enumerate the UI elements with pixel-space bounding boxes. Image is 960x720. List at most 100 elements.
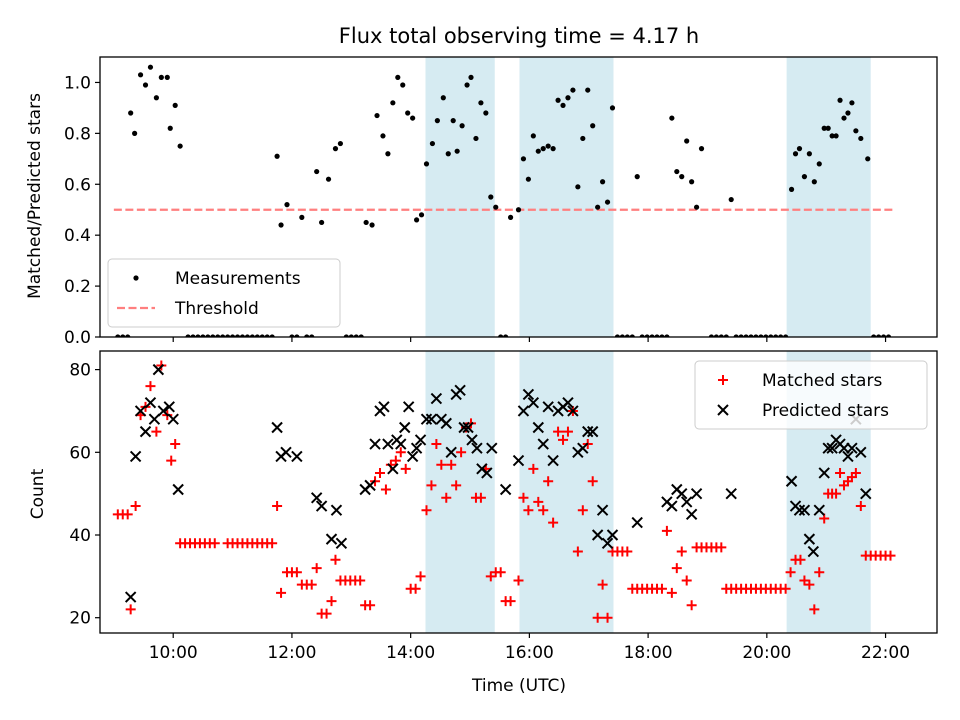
predicted-star-point <box>369 438 381 450</box>
measurement-point <box>796 146 803 152</box>
predicted-star-point <box>826 442 838 454</box>
predicted-star-point <box>152 363 165 376</box>
measurement-point <box>698 146 705 152</box>
measurement-point <box>374 112 380 119</box>
predicted-star-point <box>537 438 549 450</box>
predicted-star-point <box>364 479 376 492</box>
measurement-point <box>590 123 596 129</box>
predicted-star-point <box>172 483 184 496</box>
measurement-point <box>555 97 561 103</box>
matched-star-point <box>716 542 727 553</box>
measurement-point <box>390 100 396 106</box>
measurement-point <box>806 151 812 157</box>
y-tick-label: 1.0 <box>64 73 91 93</box>
measurement-point <box>274 153 280 159</box>
matched-star-point <box>426 480 437 491</box>
predicted-star-point <box>532 421 544 434</box>
matched-star-point <box>441 492 452 503</box>
matched-star-point <box>400 463 411 474</box>
measurement-point <box>565 95 571 101</box>
predicted-star-point <box>134 405 147 417</box>
measurement-point <box>816 161 822 167</box>
matched-star-point <box>291 567 302 578</box>
measurement-point <box>865 156 871 162</box>
predicted-star-point <box>466 434 478 446</box>
matched-star-point <box>436 459 447 470</box>
predicted-star-point <box>855 446 867 459</box>
measurement-point <box>325 176 332 182</box>
predicted-star-point <box>680 496 693 508</box>
measurement-point <box>507 214 514 220</box>
measurement-point <box>833 133 839 139</box>
predicted-star-point <box>399 421 411 434</box>
predicted-star-point <box>315 500 328 512</box>
matched-star-point <box>209 538 220 549</box>
matched-star-point <box>122 509 133 520</box>
predicted-star-point <box>382 438 394 450</box>
y-tick-label: 40 <box>69 526 91 546</box>
predicted-star-point <box>596 504 609 516</box>
measurement-point <box>278 222 284 228</box>
matched-star-point <box>528 463 539 474</box>
predicted-star-point <box>813 504 825 516</box>
shaded-interval <box>786 57 871 337</box>
predicted-star-point <box>420 413 433 425</box>
predicted-star-point <box>454 384 466 396</box>
matched-star-point <box>835 467 846 478</box>
predicted-star-point <box>685 508 698 521</box>
matched-star-point <box>885 550 896 561</box>
measurement-point <box>450 118 456 124</box>
measurement-point <box>858 135 864 142</box>
matched-star-point <box>518 492 529 503</box>
markers <box>112 360 896 623</box>
matched-star-point <box>666 587 677 598</box>
legend-box <box>694 360 928 430</box>
matched-star-point <box>330 554 341 565</box>
predicted-star-point <box>430 392 443 405</box>
measurement-point <box>440 95 446 101</box>
matched-star-point <box>475 492 486 503</box>
predicted-star-point <box>547 454 559 467</box>
predicted-star-point <box>291 450 303 463</box>
shaded-interval <box>519 57 614 337</box>
measurement-point <box>829 133 835 139</box>
matched-star-point <box>421 505 432 516</box>
measurement-point <box>473 135 479 142</box>
predicted-star-point <box>517 405 530 417</box>
matched-star-point <box>553 426 564 437</box>
measurement-point <box>413 217 420 223</box>
predicted-star-point <box>462 421 474 434</box>
measurement-point <box>423 161 430 167</box>
measurement-point <box>788 186 795 192</box>
x-axis-label: Time (UTC) <box>471 676 566 696</box>
matched-star-point <box>390 455 401 466</box>
predicted-star-point <box>163 401 175 413</box>
predicted-star-point <box>387 463 399 475</box>
y-tick-label: 0.4 <box>64 226 91 246</box>
matched-star-point <box>814 567 825 578</box>
matched-star-point <box>686 600 697 611</box>
measurement-point <box>142 82 149 88</box>
measurement-point <box>540 146 546 152</box>
measurement-point <box>570 87 576 93</box>
x-tick-label: 10:00 <box>149 643 198 663</box>
predicted-star-point <box>725 487 737 500</box>
matched-star-point <box>548 517 559 528</box>
measurement-point <box>488 194 494 200</box>
measurement-point <box>821 125 827 131</box>
measurement-point <box>314 168 320 175</box>
predicted-star-point <box>586 425 599 438</box>
predicted-star-point <box>402 401 415 413</box>
matched-star-point <box>415 571 426 582</box>
predicted-star-point <box>124 591 137 603</box>
predicted-star-point <box>527 396 540 409</box>
y-tick-label: 80 <box>69 361 91 381</box>
measurement-point <box>132 130 138 136</box>
measurement-point <box>545 143 551 149</box>
matched-star-point <box>602 612 613 623</box>
matched-star-point <box>577 505 588 516</box>
measurement-point <box>580 135 586 142</box>
top-y-axis-label: Matched/Predicted stars <box>25 93 45 299</box>
x-tick-label: 20:00 <box>742 643 791 663</box>
